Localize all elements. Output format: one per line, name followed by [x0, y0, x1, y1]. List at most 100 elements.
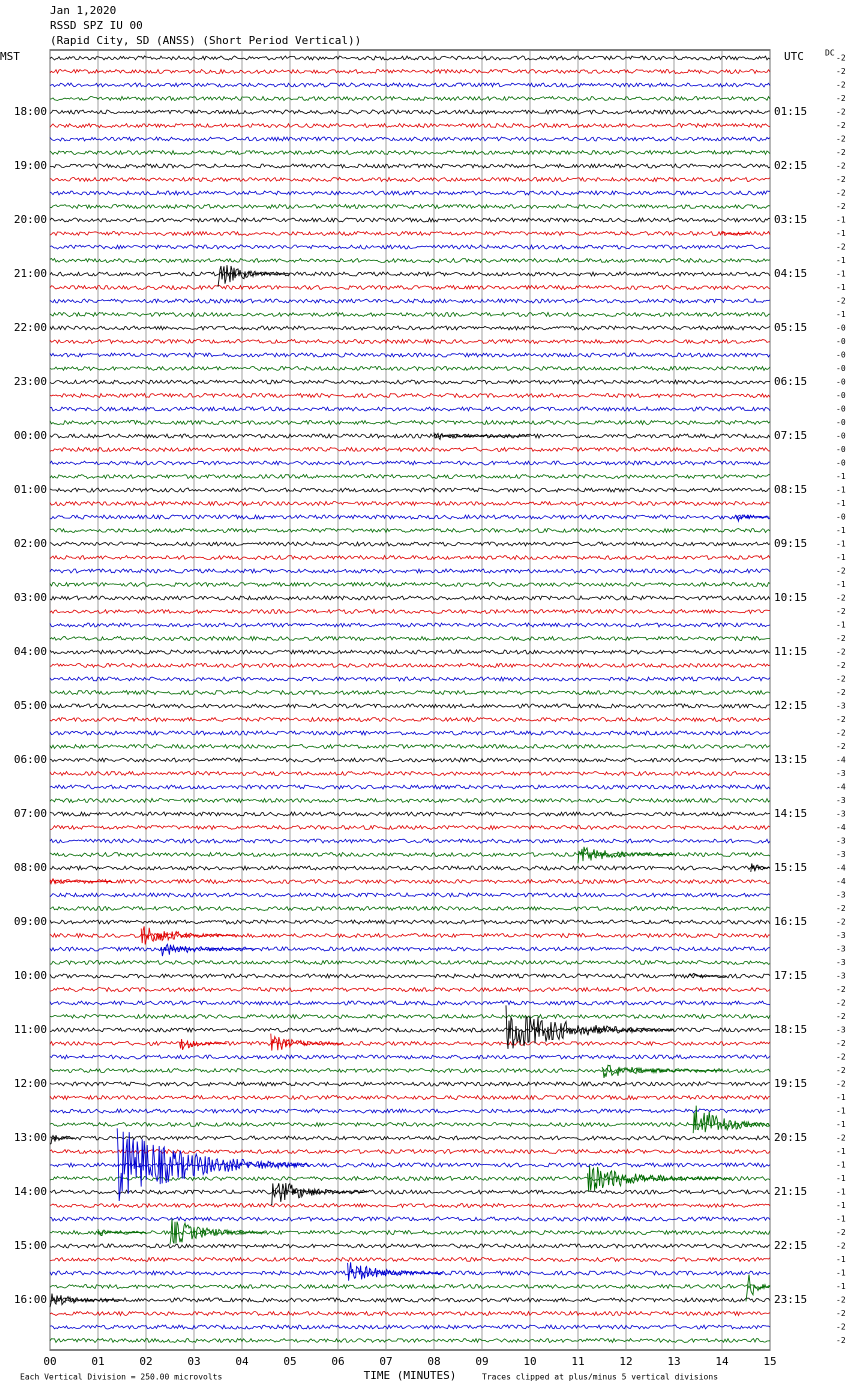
dc-offset: -2 — [836, 1296, 846, 1305]
left-time-label: 09:00 — [14, 915, 47, 928]
dc-offset: -1 — [836, 270, 846, 279]
seismic-event — [577, 846, 674, 864]
trace — [49, 82, 771, 88]
dc-offset: -1 — [836, 621, 846, 630]
dc-offset: -1 — [836, 486, 846, 495]
trace — [49, 298, 771, 304]
right-time-label: 08:15 — [774, 483, 807, 496]
x-tick-label: 08 — [427, 1355, 440, 1368]
trace — [49, 1337, 771, 1344]
dc-offset: -1 — [836, 1282, 846, 1291]
right-time-label: 09:15 — [774, 537, 807, 550]
trace — [49, 1013, 771, 1020]
dc-offset: -2 — [836, 297, 846, 306]
trace — [49, 1256, 771, 1263]
dc-offset: -2 — [836, 1066, 846, 1075]
trace — [49, 514, 771, 520]
dc-offset: -2 — [836, 675, 846, 684]
trace — [49, 352, 771, 358]
dc-offset: -2 — [836, 985, 846, 994]
dc-offset: -2 — [836, 661, 846, 670]
dc-offset: -2 — [836, 81, 846, 90]
trace — [49, 676, 771, 683]
dc-offset: -3 — [836, 972, 846, 981]
x-tick-label: 15 — [763, 1355, 776, 1368]
trace — [49, 109, 770, 116]
seismic-event — [270, 1033, 343, 1051]
dc-offset: -3 — [836, 702, 846, 711]
trace — [49, 1283, 771, 1290]
dc-offset: -2 — [836, 594, 846, 603]
trace — [49, 1148, 771, 1155]
seismic-event — [750, 863, 771, 873]
dc-offset: -1 — [836, 1161, 846, 1170]
seismic-event — [97, 1229, 146, 1236]
dc-offset: -2 — [836, 175, 846, 184]
left-time-label: 18:00 — [14, 105, 47, 118]
dc-offset: -2 — [836, 67, 846, 76]
trace — [49, 581, 771, 588]
left-time-label: 12:00 — [14, 1077, 47, 1090]
trace — [49, 932, 771, 939]
dc-offset: -4 — [836, 783, 846, 792]
dc-offset: -3 — [836, 810, 846, 819]
trace — [49, 703, 771, 709]
trace — [49, 1134, 771, 1141]
dc-offset: -0 — [836, 445, 846, 454]
dc-offset: -2 — [836, 715, 846, 724]
dc-offset: -2 — [836, 729, 846, 738]
title: Jan 1,2020 — [50, 4, 116, 17]
dc-offset: -0 — [836, 378, 846, 387]
dc-offset: -2 — [836, 162, 846, 171]
left-time-label: 19:00 — [14, 159, 47, 172]
dc-offset: -1 — [836, 256, 846, 265]
trace — [49, 271, 771, 278]
right-time-label: 06:15 — [774, 375, 807, 388]
dc-offset: -2 — [836, 1309, 846, 1318]
right-time-label: 04:15 — [774, 267, 807, 280]
dc-offset: -0 — [836, 337, 846, 346]
dc-offset: -2 — [836, 148, 846, 157]
dc-offset: -1 — [836, 1201, 846, 1210]
trace — [49, 743, 771, 750]
seismic-event — [601, 1064, 723, 1078]
trace — [49, 635, 771, 642]
trace — [49, 189, 770, 196]
trace — [49, 1094, 771, 1101]
trace — [49, 217, 771, 223]
dc-offset: -1 — [836, 1107, 846, 1116]
dc-offset: -0 — [836, 391, 846, 400]
x-tick-label: 13 — [667, 1355, 680, 1368]
dc-offset: -3 — [836, 945, 846, 954]
trace — [49, 460, 771, 466]
trace — [49, 554, 771, 561]
dc-offset: -2 — [836, 607, 846, 616]
trace — [49, 878, 771, 885]
left-time-label: 07:00 — [14, 807, 47, 820]
dc-offset: -1 — [836, 1188, 846, 1197]
dc-offset: -4 — [836, 877, 846, 886]
right-time-label: 16:15 — [774, 915, 807, 928]
left-time-label: 03:00 — [14, 591, 47, 604]
trace — [49, 446, 771, 453]
trace — [49, 649, 771, 655]
dc-offset: -1 — [836, 216, 846, 225]
dc-offset: -2 — [836, 243, 846, 252]
left-time-label: 15:00 — [14, 1239, 47, 1252]
trace — [49, 1297, 771, 1304]
seismic-event — [745, 1274, 771, 1302]
seismic-event — [347, 1262, 443, 1281]
x-tick-label: 06 — [331, 1355, 344, 1368]
trace — [49, 149, 771, 156]
trace — [49, 946, 770, 952]
trace — [49, 95, 771, 102]
trace — [49, 851, 771, 858]
dc-offset: -3 — [836, 796, 846, 805]
trace — [49, 1188, 770, 1195]
trace — [49, 730, 771, 737]
trace — [49, 325, 771, 332]
trace — [49, 1081, 771, 1087]
trace — [49, 487, 771, 493]
right-time-label: 14:15 — [774, 807, 807, 820]
trace — [49, 608, 771, 615]
